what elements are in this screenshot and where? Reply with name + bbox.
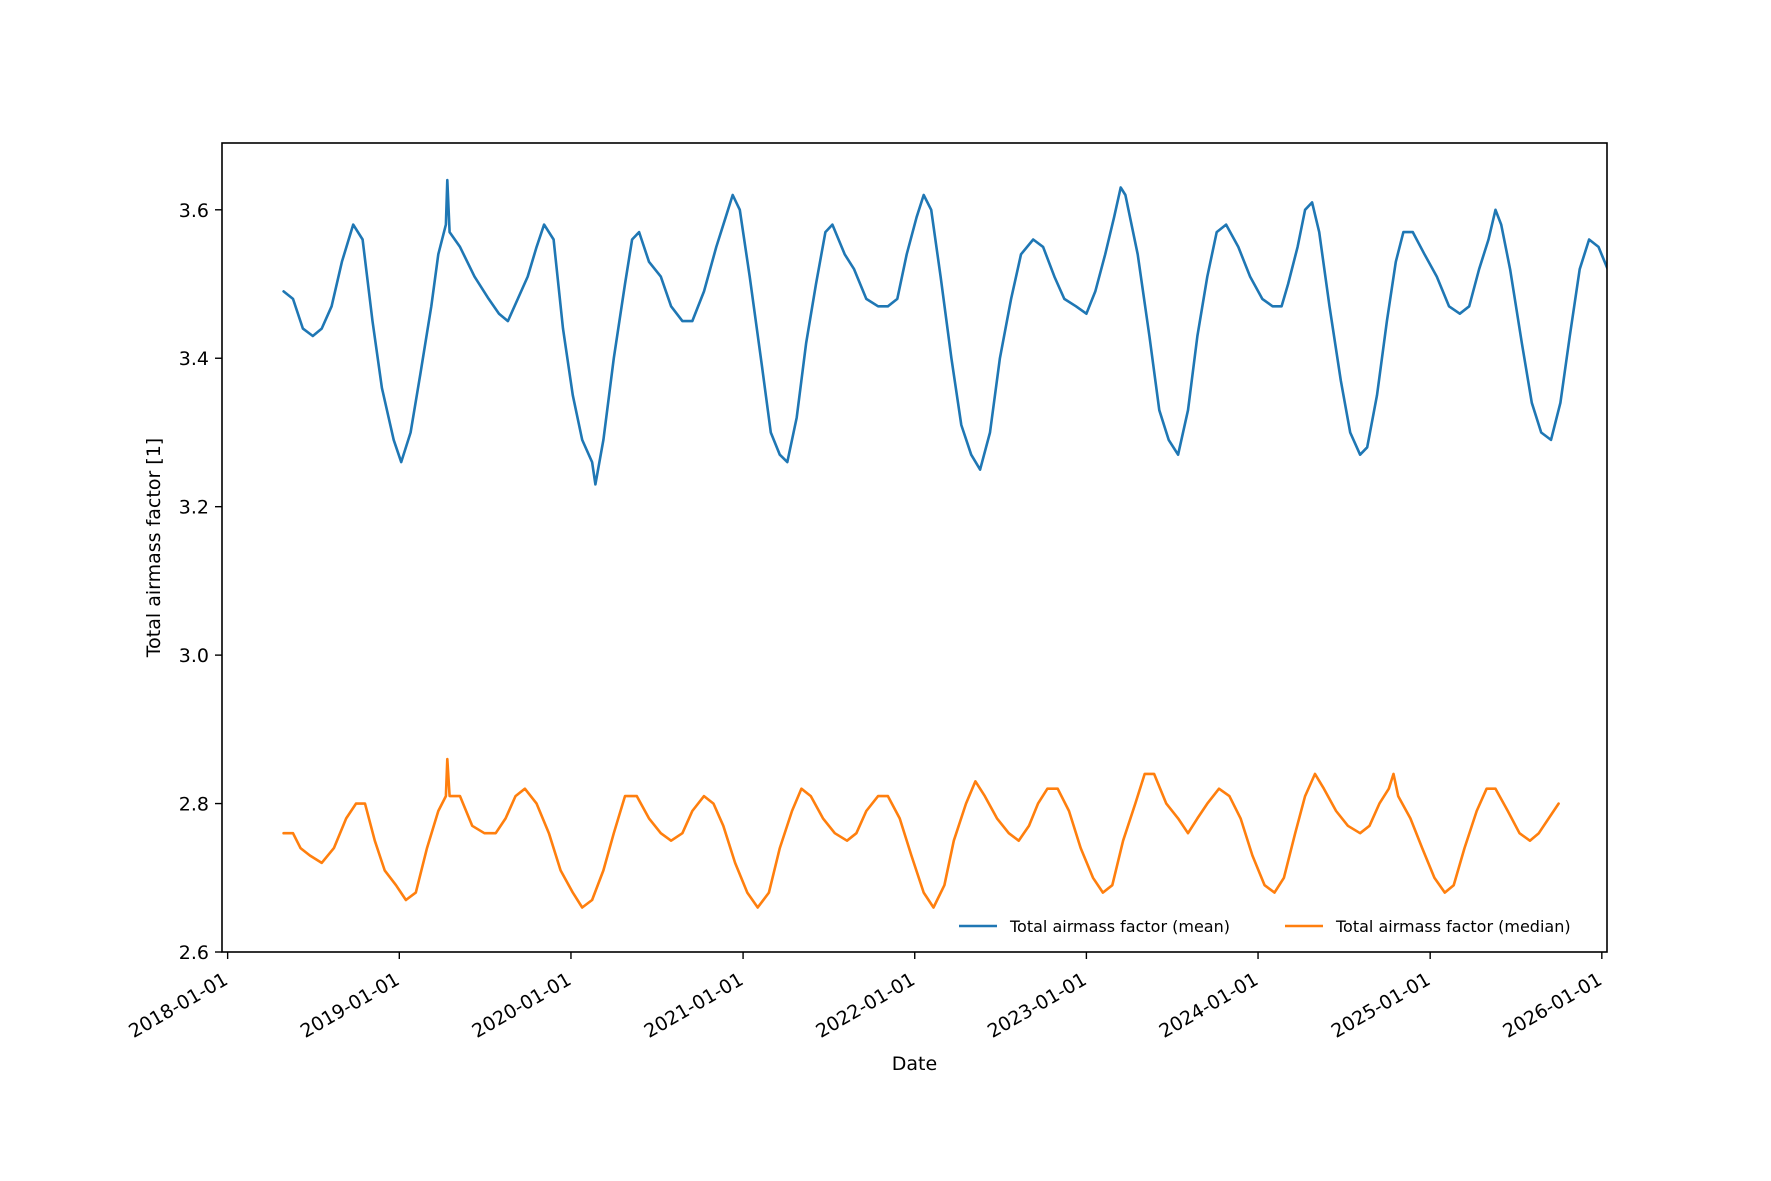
- legend-label-mean: Total airmass factor (mean): [1009, 917, 1230, 936]
- y-tick-label: 2.8: [179, 794, 209, 816]
- legend: Total airmass factor (mean) Total airmass…: [959, 917, 1571, 936]
- y-tick-label: 3.6: [179, 200, 209, 222]
- series-line-median: [282, 757, 1560, 909]
- x-axis-title: Date: [892, 1053, 937, 1075]
- y-axis-title: Total airmass factor [1]: [143, 438, 165, 658]
- y-tick-label: 3.4: [179, 348, 209, 370]
- y-tick-label: 3.0: [179, 645, 209, 667]
- series-layer: [282, 178, 1607, 909]
- y-tick-label: 3.2: [179, 497, 209, 519]
- series-line-mean: [282, 178, 1607, 486]
- plot-frame: [221, 142, 1608, 953]
- y-axis: 2.6 2.8 3.0 3.2 3.4 3.6: [179, 200, 222, 964]
- y-tick-label: 2.6: [179, 942, 209, 964]
- legend-label-median: Total airmass factor (median): [1335, 917, 1571, 936]
